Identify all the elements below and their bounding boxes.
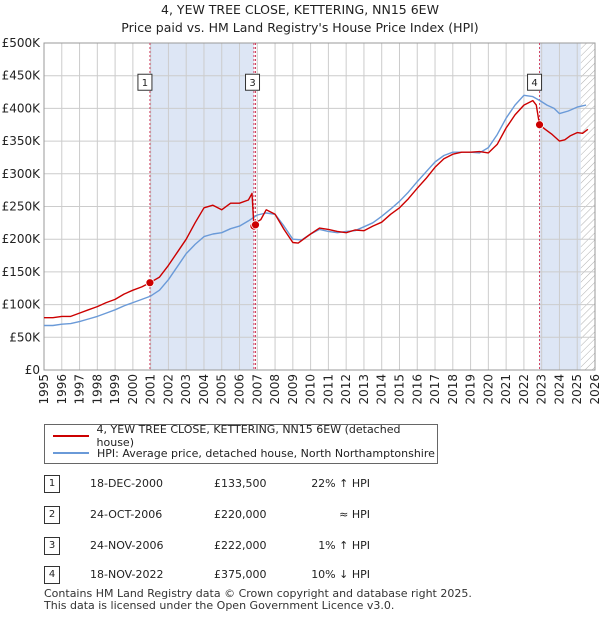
y-tick-label: £400K: [2, 101, 42, 115]
x-tick-label: 2013: [357, 374, 371, 405]
x-tick-label: 2005: [215, 374, 229, 405]
x-tick-label: 2016: [410, 374, 424, 405]
x-tick-label: 2008: [268, 374, 282, 405]
transaction-price: £222,000: [214, 539, 267, 552]
x-tick-label: 2003: [179, 374, 193, 405]
transaction-date: 18-NOV-2022: [90, 568, 164, 581]
x-tick-label: 2001: [144, 374, 158, 405]
sale-marker-label: 1: [142, 78, 148, 89]
legend-swatch-hpi: [53, 452, 89, 454]
y-tick-label: £350K: [2, 134, 42, 148]
transaction-price: £133,500: [214, 477, 267, 490]
y-tick-label: £50K: [9, 330, 41, 344]
x-tick-label: 2018: [446, 374, 460, 405]
x-tick-label: 2022: [517, 374, 531, 405]
x-tick-label: 2004: [197, 374, 211, 405]
y-tick-label: £500K: [2, 36, 42, 50]
sale-marker-label: 4: [531, 78, 537, 89]
x-tick-label: 2009: [286, 374, 300, 405]
y-tick-label: £150K: [2, 265, 42, 279]
transaction-hpi-relation: 10% ↓ HPI: [311, 568, 370, 581]
x-tick-label: 2020: [481, 374, 495, 405]
x-tick-label: 2000: [126, 374, 140, 405]
legend-item-hpi: HPI: Average price, detached house, Nort…: [53, 445, 435, 461]
transaction-number: 1: [44, 475, 60, 493]
transaction-date: 24-NOV-2006: [90, 539, 164, 552]
transaction-number: 4: [44, 566, 60, 584]
x-tick-label: 2023: [535, 374, 549, 405]
sale-point: [145, 278, 155, 288]
x-tick-label: 1996: [55, 374, 69, 405]
footer-attribution: Contains HM Land Registry data © Crown c…: [44, 588, 472, 612]
footer-line-1: Contains HM Land Registry data © Crown c…: [44, 587, 472, 600]
x-tick-label: 2026: [588, 374, 600, 405]
sale-point: [535, 120, 544, 130]
x-tick-label: 2002: [161, 374, 175, 405]
x-tick-label: 2015: [392, 374, 406, 405]
x-tick-label: 1997: [73, 374, 87, 405]
x-tick-label: 2024: [552, 374, 566, 405]
legend-label-hpi: HPI: Average price, detached house, Nort…: [97, 446, 435, 460]
x-tick-label: 2010: [304, 374, 318, 405]
transaction-hpi-relation: 22% ↑ HPI: [311, 477, 370, 490]
transaction-row: 2 24-OCT-2006 £220,000 ≈ HPI: [44, 506, 584, 524]
hpi-line: [44, 94, 587, 327]
sale-marker-box: [245, 73, 261, 91]
transaction-price: £220,000: [214, 508, 267, 521]
x-tick-label: 1998: [90, 374, 104, 405]
transaction-number: 2: [44, 506, 60, 524]
transaction-row: 4 18-NOV-2022 £375,000 10% ↓ HPI: [44, 566, 584, 584]
transaction-number: 3: [44, 537, 60, 555]
sale-marker-box: [527, 73, 543, 91]
chart-title: 4, YEW TREE CLOSE, KETTERING, NN15 6EW: [161, 2, 439, 17]
transaction-date: 24-OCT-2006: [90, 508, 163, 521]
x-tick-label: 1995: [37, 374, 51, 405]
x-tick-label: 2025: [570, 374, 584, 405]
sale-marker-box: [137, 73, 153, 91]
x-tick-label: 2019: [464, 374, 478, 405]
price-chart: £0 £50K £100K £150K £200K £250K £300K £350K £400…: [2, 36, 600, 405]
y-tick-label: £300K: [2, 167, 42, 181]
x-tick-label: 1999: [108, 374, 122, 405]
x-tick-label: 2007: [250, 374, 264, 405]
x-tick-label: 2011: [321, 374, 335, 405]
x-tick-label: 2006: [233, 374, 247, 405]
transaction-date: 18-DEC-2000: [90, 477, 164, 490]
x-tick-label: 2017: [428, 374, 442, 405]
chart-legend: 4, YEW TREE CLOSE, KETTERING, NN15 6EW (…: [44, 423, 438, 464]
y-tick-label: £0: [25, 363, 40, 377]
legend-label-property: 4, YEW TREE CLOSE, KETTERING, NN15 6EW (…: [96, 423, 401, 449]
y-tick-label: £100K: [2, 298, 42, 312]
legend-item-property: 4, YEW TREE CLOSE, KETTERING, NN15 6EW (…: [53, 423, 437, 449]
x-tick-label: 2014: [375, 374, 389, 405]
plot-border: [43, 42, 596, 371]
y-tick-label: £450K: [2, 69, 42, 83]
property-price-line: [44, 99, 589, 319]
y-tick-label: £250K: [2, 200, 42, 214]
y-tick-label: £200K: [2, 232, 42, 246]
transaction-hpi-relation: ≈ HPI: [339, 508, 370, 521]
legend-swatch-property: [53, 435, 89, 437]
x-tick-label: 2012: [339, 374, 353, 405]
x-tick-label: 2021: [499, 374, 513, 405]
transaction-row: 3 24-NOV-2006 £222,000 1% ↑ HPI: [44, 537, 584, 555]
transaction-hpi-relation: 1% ↑ HPI: [318, 539, 370, 552]
sale-marker-label: 3: [249, 78, 255, 89]
sale-point: [251, 220, 260, 230]
transaction-price: £375,000: [214, 568, 267, 581]
transaction-row: 1 18-DEC-2000 £133,500 22% ↑ HPI: [44, 475, 584, 493]
footer-line-2: This data is licensed under the Open Gov…: [44, 599, 395, 612]
chart-subtitle: Price paid vs. HM Land Registry's House …: [121, 20, 479, 35]
